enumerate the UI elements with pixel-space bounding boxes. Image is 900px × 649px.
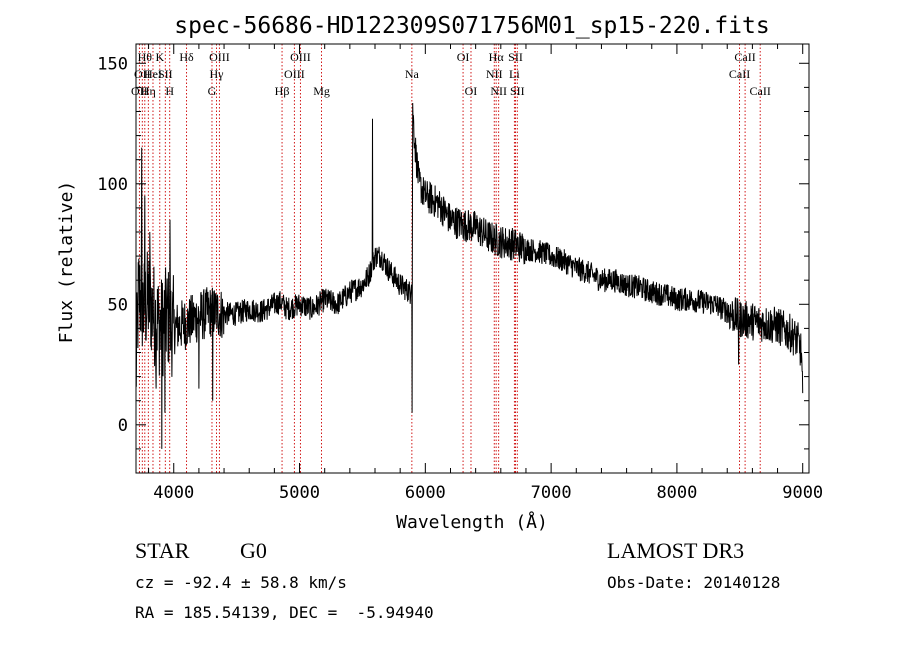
line-marker-label: OIII: [290, 50, 311, 64]
line-marker-label: OII: [134, 67, 151, 81]
line-marker-label: NII: [490, 84, 507, 98]
x-axis-label: Wavelength (Å): [396, 511, 548, 533]
line-marker-label: H: [165, 84, 174, 98]
line-marker-label: OIII: [284, 67, 305, 81]
spectrum-layer: [136, 102, 804, 449]
line-marker-layer: [138, 44, 761, 473]
line-marker-label: Mg: [313, 84, 330, 98]
line-marker-label: SII: [158, 67, 173, 81]
survey-label: LAMOST DR3: [607, 538, 745, 563]
obs-date: Obs-Date: 20140128: [607, 573, 781, 592]
line-marker-label: Hβ: [275, 84, 290, 98]
line-marker-label: Hη: [141, 84, 156, 98]
line-marker-label: Hγ: [210, 67, 225, 81]
line-marker-label: SII: [510, 84, 525, 98]
object-subclass: G0: [240, 538, 267, 563]
line-marker-label: NII: [486, 67, 503, 81]
line-marker-label: Hθ: [138, 50, 153, 64]
line-marker-label: Hδ: [179, 50, 194, 64]
line-marker-label: CaII: [750, 84, 771, 98]
line-marker-label: OI: [465, 84, 478, 98]
line-marker-label: CaII: [729, 67, 750, 81]
plot-frame: [135, 43, 810, 474]
x-tick-label: 5000: [279, 483, 320, 503]
line-marker-label: OI: [457, 50, 470, 64]
object-class: STAR: [135, 538, 190, 563]
chart-title: spec-56686-HD122309S071756M01_sp15-220.f…: [174, 13, 769, 39]
line-marker-label: OII: [131, 84, 148, 98]
velocity-readout: cz = -92.4 ± 58.8 km/s: [135, 573, 347, 592]
x-tick-label: 7000: [531, 483, 572, 503]
line-marker-label: K: [155, 50, 164, 64]
spectrum-line: [136, 102, 804, 449]
axis-ticks: 4000 5000 6000 7000 8000 9000 0 50 100 150: [97, 44, 823, 503]
x-tick-label: 4000: [153, 483, 194, 503]
line-marker-label: G: [208, 84, 217, 98]
line-marker-label: Li: [509, 67, 520, 81]
y-tick-label: 100: [97, 175, 128, 195]
line-marker-label: CaII: [734, 50, 755, 64]
line-marker-label: Hα: [489, 50, 505, 64]
line-marker-label: Na: [405, 67, 420, 81]
y-tick-label: 150: [97, 54, 128, 74]
line-marker-label: HeI: [144, 67, 162, 81]
y-tick-label: 50: [108, 295, 128, 315]
coordinates-readout: RA = 185.54139, DEC = -5.94940: [135, 603, 434, 622]
y-tick-label: 0: [118, 416, 128, 436]
line-marker-label: SII: [508, 50, 523, 64]
x-tick-label: 6000: [405, 483, 446, 503]
y-axis-label: Flux (relative): [56, 181, 77, 344]
line-marker-label: OIII: [209, 50, 230, 64]
x-tick-label: 8000: [656, 483, 697, 503]
x-tick-label: 9000: [782, 483, 823, 503]
line-labels: OII OII Hθ Hη HeI K SII H Hδ G Hγ OIII Hβ OIII OIII Mg N…: [131, 50, 771, 98]
